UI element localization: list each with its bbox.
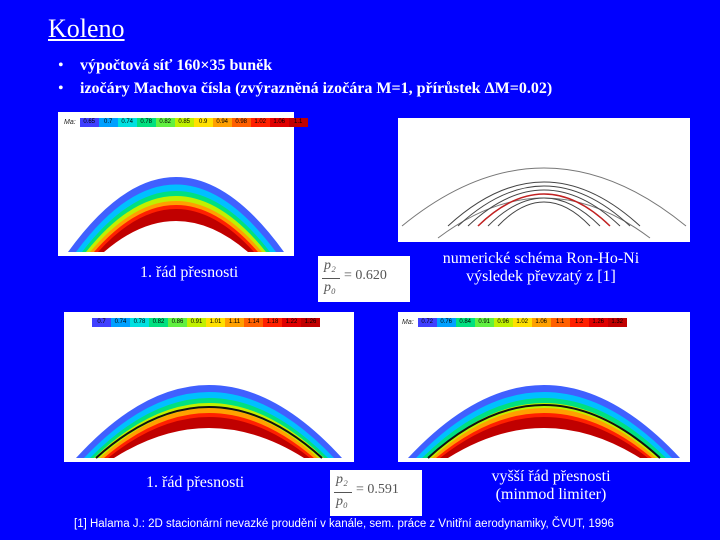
caption-ron-ho-ni: numerické schéma Ron-Ho-Ni výsledek přev…: [430, 250, 652, 286]
mach-contour-panel-higher-order: Ma: 0.72 0.76 0.84 0.91 0.96 1.02 1.06 1…: [398, 312, 690, 462]
legend-value: 1.14: [244, 318, 263, 327]
formula-denominator: p₀: [324, 280, 336, 295]
reference-footnote: [1] Halama J.: 2D stacionární nevazké pr…: [74, 518, 614, 530]
pressure-ratio-formula-bottom: p₂ p₀ = 0.591: [330, 470, 422, 516]
caption-first-order-top: 1. řád přesnosti: [140, 264, 239, 281]
formula-numerator: p₂: [336, 472, 348, 487]
legend-value: 0.86: [168, 318, 187, 327]
bullet-text: izočáry Machova čísla (zvýrazněná izočár…: [80, 80, 553, 97]
legend-value: 0.84: [455, 318, 475, 327]
caption-line: výsledek převzatý z [1]: [466, 268, 616, 285]
legend-value: 1.02: [512, 318, 532, 327]
caption-line: vyšší řád přesnosti: [491, 468, 611, 485]
legend-value: 1.2: [569, 318, 589, 327]
legend-value: 0.7: [98, 118, 118, 127]
legend-value: 0.85: [174, 118, 194, 127]
legend-value: 0.91: [474, 318, 494, 327]
formula-value: = 0.591: [356, 482, 399, 497]
legend-value: 0.91: [187, 318, 206, 327]
caption-first-order-bottom: 1. řád přesnosti: [146, 474, 245, 491]
caption-line: numerické schéma Ron-Ho-Ni: [442, 250, 640, 267]
bend-contour-plot: [76, 385, 342, 459]
bullet-list: • výpočtová síť 160×35 buněk • izočáry Mac…: [58, 54, 552, 100]
pressure-ratio-formula-top: p₂ p₀ = 0.620: [318, 256, 410, 302]
mach-contour-panel-first-order-bottom: 0.7 0.74 0.78 0.82 0.86 0.91 1.01 1.11 1…: [64, 312, 354, 462]
caption-higher-order: vyšší řád přesnosti (minmod limiter): [440, 468, 662, 504]
legend-value: 0.74: [117, 118, 137, 127]
legend-value: 0.9: [193, 118, 213, 127]
bullet-item: • výpočtová síť 160×35 buněk: [58, 54, 552, 77]
formula-value: = 0.620: [344, 268, 387, 283]
legend-value: 1.06: [269, 118, 289, 127]
legend-value: 0.65: [79, 118, 99, 127]
legend-value: 0.72: [417, 318, 437, 327]
legend-value: 0.74: [111, 318, 130, 327]
bend-contour-plot: [408, 385, 680, 459]
legend-value: 1.06: [531, 318, 551, 327]
legend-value: 1.1: [288, 118, 308, 127]
legend-value: 0.78: [130, 318, 149, 327]
legend-label: Ma:: [402, 319, 414, 326]
bullet-dot: •: [58, 57, 64, 74]
slide-title: Koleno: [48, 14, 125, 43]
legend-value: 1.01: [206, 318, 225, 327]
legend-value: 1.22: [282, 318, 301, 327]
mach-contour-panel-first-order-top: Ma: 0.65 0.7 0.74 0.78 0.82 0.85 0.9 0.9…: [58, 112, 308, 256]
formula-denominator: p₀: [336, 494, 348, 509]
formula-numerator: p₂: [324, 258, 336, 273]
legend-value: 0.82: [149, 318, 168, 327]
legend-value: 0.82: [155, 118, 175, 127]
legend-value: 0.78: [136, 118, 156, 127]
mach-legend: Ma: 0.72 0.76 0.84 0.91 0.96 1.02 1.06 1…: [402, 318, 627, 327]
reference-isolines-plot: [398, 118, 690, 242]
bullet-dot: •: [58, 80, 64, 97]
legend-label: Ma:: [64, 119, 76, 126]
bullet-text: výpočtová síť 160×35 buněk: [80, 57, 273, 74]
legend-value: 1.18: [263, 318, 282, 327]
fraction-bar: [334, 492, 352, 493]
mach-legend: 0.7 0.74 0.78 0.82 0.86 0.91 1.01 1.11 1…: [92, 318, 320, 327]
reference-contour-panel: [398, 118, 690, 242]
legend-value: 1.1: [550, 318, 570, 327]
legend-value: 1.26: [588, 318, 608, 327]
mach-legend: Ma: 0.65 0.7 0.74 0.78 0.82 0.85 0.9 0.9…: [64, 118, 308, 127]
bullet-item: • izočáry Machova čísla (zvýrazněná izočá…: [58, 77, 552, 100]
legend-value: 0.94: [212, 118, 232, 127]
bend-contour-plot: [68, 177, 284, 252]
legend-value: 1.32: [607, 318, 627, 327]
legend-value: 0.96: [493, 318, 513, 327]
caption-line: (minmod limiter): [495, 486, 607, 503]
legend-value: 0.76: [436, 318, 456, 327]
legend-value: 0.98: [231, 118, 251, 127]
legend-value: 1.26: [301, 318, 320, 327]
legend-value: 1.11: [225, 318, 244, 327]
legend-value: 1.02: [250, 118, 270, 127]
legend-value: 0.7: [92, 318, 111, 327]
fraction-bar: [322, 278, 340, 279]
